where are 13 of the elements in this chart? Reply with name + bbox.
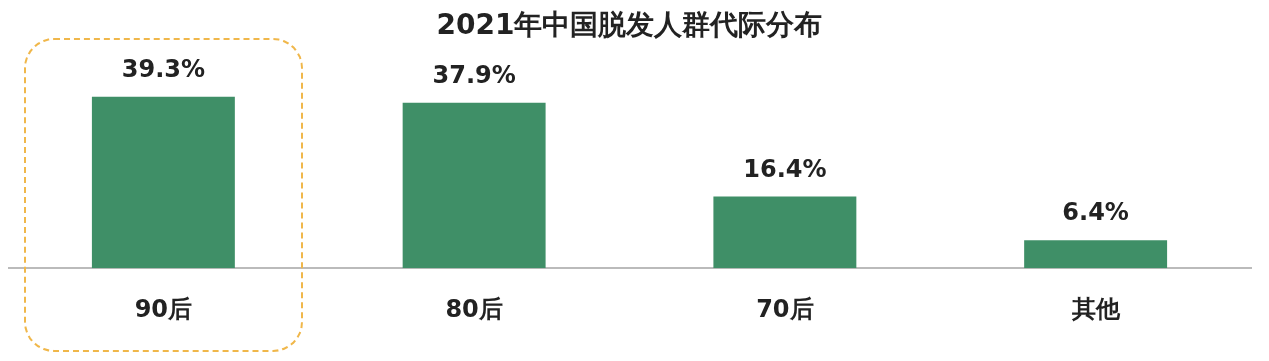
x-tick-label: 90后 bbox=[134, 294, 193, 323]
bar bbox=[402, 102, 546, 269]
x-tick-label: 80后 bbox=[445, 294, 503, 323]
x-tick-label: 70后 bbox=[756, 294, 814, 323]
bar bbox=[1024, 240, 1168, 269]
x-tick-label: 其他 bbox=[1070, 294, 1121, 323]
chart-title: 2021年中国脱发人群代际分布 bbox=[436, 8, 823, 42]
data-label: 16.4% bbox=[743, 154, 827, 183]
data-label: 37.9% bbox=[432, 61, 516, 89]
data-label: 6.4% bbox=[1062, 198, 1129, 227]
bar bbox=[713, 196, 857, 269]
bar bbox=[91, 96, 235, 269]
data-label: 39.3% bbox=[121, 54, 206, 83]
